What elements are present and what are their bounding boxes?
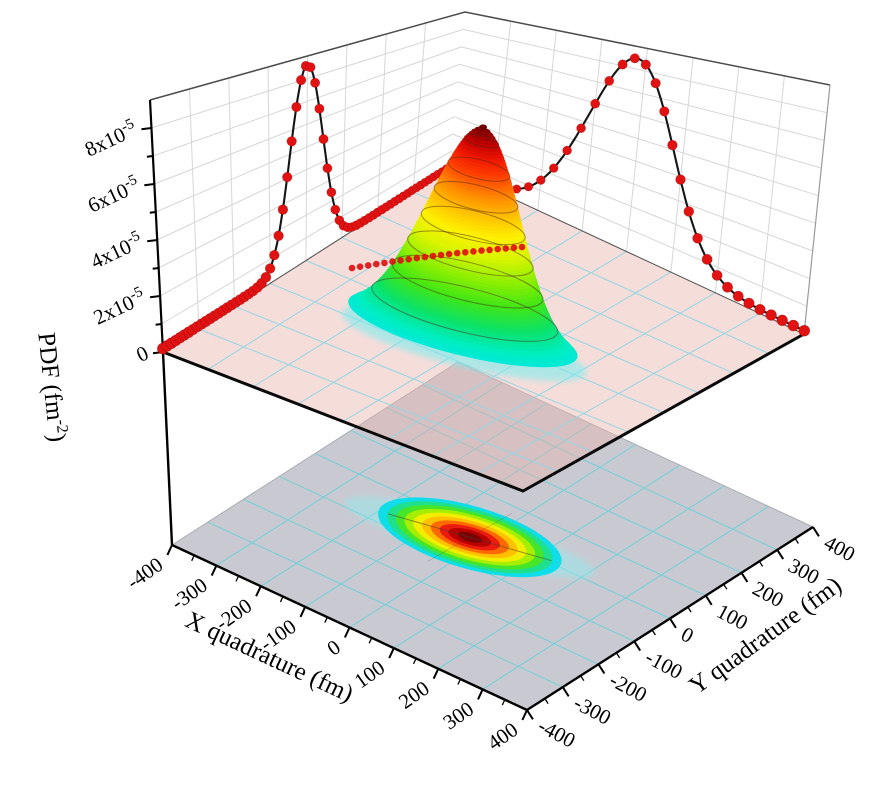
marginal-curve-x-dot — [675, 174, 686, 185]
marginal-curve-x-dot — [523, 182, 534, 192]
marginal-curve-y-dot — [326, 187, 337, 198]
marginal-curve-x-dot — [604, 76, 615, 86]
z-axis-line — [148, 99, 165, 353]
z-tick-label: 2x10-5 — [89, 284, 149, 330]
marginal-curve-x-dot — [629, 53, 640, 64]
y-tick-label: -100 — [641, 645, 686, 684]
marginal-curve-x-dot — [640, 59, 651, 70]
marginal-curve-x-dot — [743, 297, 755, 309]
y-tick-label: 0 — [677, 622, 698, 648]
marginal-curve-x-dot — [798, 324, 811, 337]
ridge-dash-line — [348, 243, 526, 272]
zero-plane-front-border — [162, 332, 805, 493]
x-tick-label: -400 — [122, 552, 167, 594]
marginal-curve-x-dot — [536, 175, 546, 185]
marginal-curve-x-dot — [776, 314, 788, 326]
marginal-curve-y-dot — [322, 163, 333, 174]
x-tick-label: 0 — [323, 635, 345, 661]
marginal-curve-x-dot — [701, 253, 713, 265]
marginal-curve-y-dot — [286, 136, 297, 147]
floor-projection-cross-line — [427, 512, 512, 562]
floor-projection-axis-line — [387, 513, 552, 562]
marginal-curve-y-dot — [269, 250, 280, 261]
z-tick-label: 4x10-5 — [86, 228, 146, 274]
marginal-curve-x-dot — [711, 269, 723, 281]
marginal-curve-x-dot — [548, 163, 559, 173]
surface-apex — [479, 124, 488, 130]
z-tick-label: 6x10-5 — [83, 172, 143, 218]
wall-top-edges — [149, 11, 831, 101]
walls — [149, 11, 831, 352]
marginal-curve-x-dot — [667, 139, 678, 151]
marginal-curve-y-dot — [296, 74, 307, 86]
y-tick-label: -400 — [534, 713, 579, 752]
y-tick-label: 400 — [820, 530, 859, 566]
marginal-curve-y-dot — [314, 103, 325, 114]
marginal-curve-y-dot — [264, 263, 276, 274]
x-tick-label: 200 — [394, 676, 434, 714]
x-tick-label: -300 — [166, 573, 211, 615]
y-tick-label: -300 — [570, 690, 615, 729]
box-left-edge — [161, 351, 174, 546]
marginal-curve-y-dot — [318, 134, 329, 145]
z-tick-label: 8x10-5 — [81, 116, 141, 162]
marginal-curve-x-dot — [754, 303, 766, 316]
x-tick-label: 100 — [350, 655, 390, 693]
floor-projection-ellipse — [344, 496, 595, 578]
marginal-curve-x-dot — [659, 106, 670, 117]
marginal-curve-x-dot — [562, 145, 572, 156]
z-tick-label: 0 — [132, 341, 152, 367]
marginal-curve-x-dot — [692, 233, 703, 244]
x-axis-title: X quadrature (fm) — [181, 607, 357, 708]
marginal-curve-y-dot — [310, 77, 321, 88]
marginal-curve-x-dot — [617, 59, 628, 70]
y-tick-label: 100 — [713, 599, 752, 635]
wall-grid-left — [151, 22, 464, 330]
marginal-curve-x-dot — [590, 98, 601, 109]
z-axis-title: PDF (fm-2) — [32, 331, 71, 443]
wall-grid-right — [450, 21, 828, 314]
marginal-curve-y-dot — [260, 271, 272, 283]
marginal-curve-y-dot — [330, 204, 341, 215]
marginal-curve-x-dot — [721, 281, 733, 293]
marginal-curve-x-dot — [576, 123, 586, 133]
marginal-curve-x-dot — [787, 319, 800, 332]
marginal-curve-x-dot — [732, 290, 744, 302]
marginal-curve-x-dot — [650, 78, 661, 89]
marginal-curve-x-dot — [683, 206, 695, 217]
marginal-curve-y-dot — [305, 62, 316, 73]
marginal-curve-y-dot — [282, 172, 293, 183]
surface-peak — [341, 124, 587, 382]
y-tick-label: -200 — [606, 668, 651, 707]
marginal-curve-y-dot — [273, 230, 284, 242]
x-tick-label: 300 — [438, 697, 478, 735]
marginal-curve-y-dot — [277, 204, 289, 215]
marginal-curve-x-dot — [765, 309, 777, 321]
marginal-curve-y-dot — [291, 101, 302, 113]
wall-right-edge — [803, 84, 831, 335]
x-tick-label: 400 — [483, 717, 523, 755]
marginal-curve-y — [157, 60, 451, 355]
